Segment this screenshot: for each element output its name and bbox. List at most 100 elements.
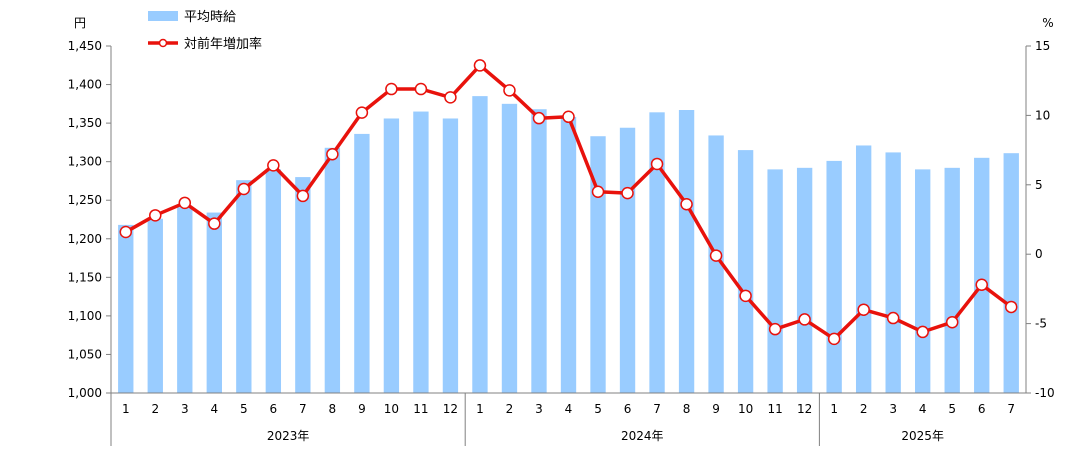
month-tick-label: 4 [565,402,573,416]
bar [944,167,960,393]
month-tick-label: 7 [653,402,661,416]
left-axis-tick-label: 1,200 [68,232,102,246]
left-axis-tick-label: 1,300 [68,155,102,169]
rate-point [267,159,280,172]
bar [236,180,252,393]
bar [472,96,488,393]
rate-line [119,59,1018,346]
month-tick-label: 6 [624,402,632,416]
right-axis-tick-label: 0 [1035,247,1043,261]
month-tick-label: 10 [384,402,399,416]
right-axis-tick-label: 5 [1035,178,1043,192]
left-axis-tick-label: 1,050 [68,347,102,361]
rate-point [886,311,900,325]
month-tick-label: 11 [767,402,782,416]
rate-point [149,209,162,222]
rate-point [768,322,782,336]
left-axis-tick-label: 1,350 [68,116,102,130]
bar [295,177,311,393]
month-tick-label: 1 [476,402,484,416]
bar [354,133,370,393]
left-axis-tick-label: 1,450 [68,39,102,53]
month-tick-label: 6 [978,402,986,416]
rate-point [916,325,929,339]
right-axis: -10 -5 0 5 10 15 [1025,39,1055,400]
legend-line-label: 対前年増加率 [184,36,262,52]
bar [383,118,400,394]
right-axis-tick-label: 10 [1035,108,1050,122]
rate-point [414,82,428,96]
rate-point [473,59,487,72]
month-tick-label: 4 [919,402,927,416]
bar [855,145,872,393]
bar [678,110,695,393]
month-tick-label: 9 [358,402,366,416]
rate-point [562,110,575,124]
year-label: 2025年 [901,429,944,443]
right-axis-tick-label: -10 [1035,386,1055,400]
left-axis-tick-label: 1,150 [68,270,102,284]
rate-point [975,278,988,291]
month-tick-label: 3 [181,402,189,416]
rate-point [208,217,221,230]
legend-line-marker [158,38,168,48]
month-tick-label: 2 [860,402,868,416]
right-axis-tick-label: -5 [1035,317,1047,331]
rate-point [444,91,457,104]
month-tick-label: 9 [712,402,720,416]
right-axis-unit: % [1042,16,1053,30]
month-tick-label: 6 [270,402,278,416]
month-tick-label: 4 [210,402,218,416]
left-axis-tick-label: 1,400 [68,78,102,92]
right-axis-tick-label: 15 [1035,39,1050,53]
rate-point [532,111,546,125]
month-tick-label: 5 [948,402,956,416]
bar [619,127,636,393]
rate-point [827,332,841,346]
rate-point [680,197,693,211]
bar [915,169,931,393]
month-tick-label: 12 [443,402,458,416]
month-tick-label: 8 [683,402,691,416]
legend-bar-swatch [148,11,178,21]
month-tick-label: 7 [1007,402,1015,416]
rate-point [296,189,310,203]
rate-point [621,186,634,200]
bar [324,147,341,393]
bars [118,96,1019,394]
legend: 平均時給 対前年増加率 [148,10,262,52]
month-tick-label: 7 [299,402,307,416]
bar [737,150,754,393]
bar [265,169,282,393]
bar [413,111,429,394]
month-tick-label: 2 [506,402,514,416]
rate-point [945,315,959,329]
left-axis-tick-label: 1,000 [68,386,102,400]
rate-point [709,249,723,262]
left-axis-tick-label: 1,100 [68,309,102,323]
left-axis: 1,000 1,050 1,100 1,150 1,200 1,250 1,300 1,350… [68,39,112,400]
month-tick-label: 3 [889,402,897,416]
left-axis-unit: 円 [74,16,86,30]
rate-point [1004,300,1018,314]
month-tick-label: 1 [122,402,130,416]
bar [885,152,901,393]
rate-point [650,157,664,171]
bar [767,169,783,393]
month-tick-label: 12 [797,402,812,416]
month-tick-label: 8 [329,402,337,416]
bar [1003,153,1019,393]
bar [501,103,518,393]
rate-point [119,225,133,239]
left-axis-tick-label: 1,250 [68,193,102,207]
rate-point [385,82,398,96]
month-tick-label: 1 [830,402,838,416]
rate-point [178,196,192,210]
bar [177,207,193,393]
rate-point [857,303,870,316]
bar [147,218,163,393]
bar [796,167,813,393]
rate-point [503,84,516,97]
bar [649,112,665,393]
